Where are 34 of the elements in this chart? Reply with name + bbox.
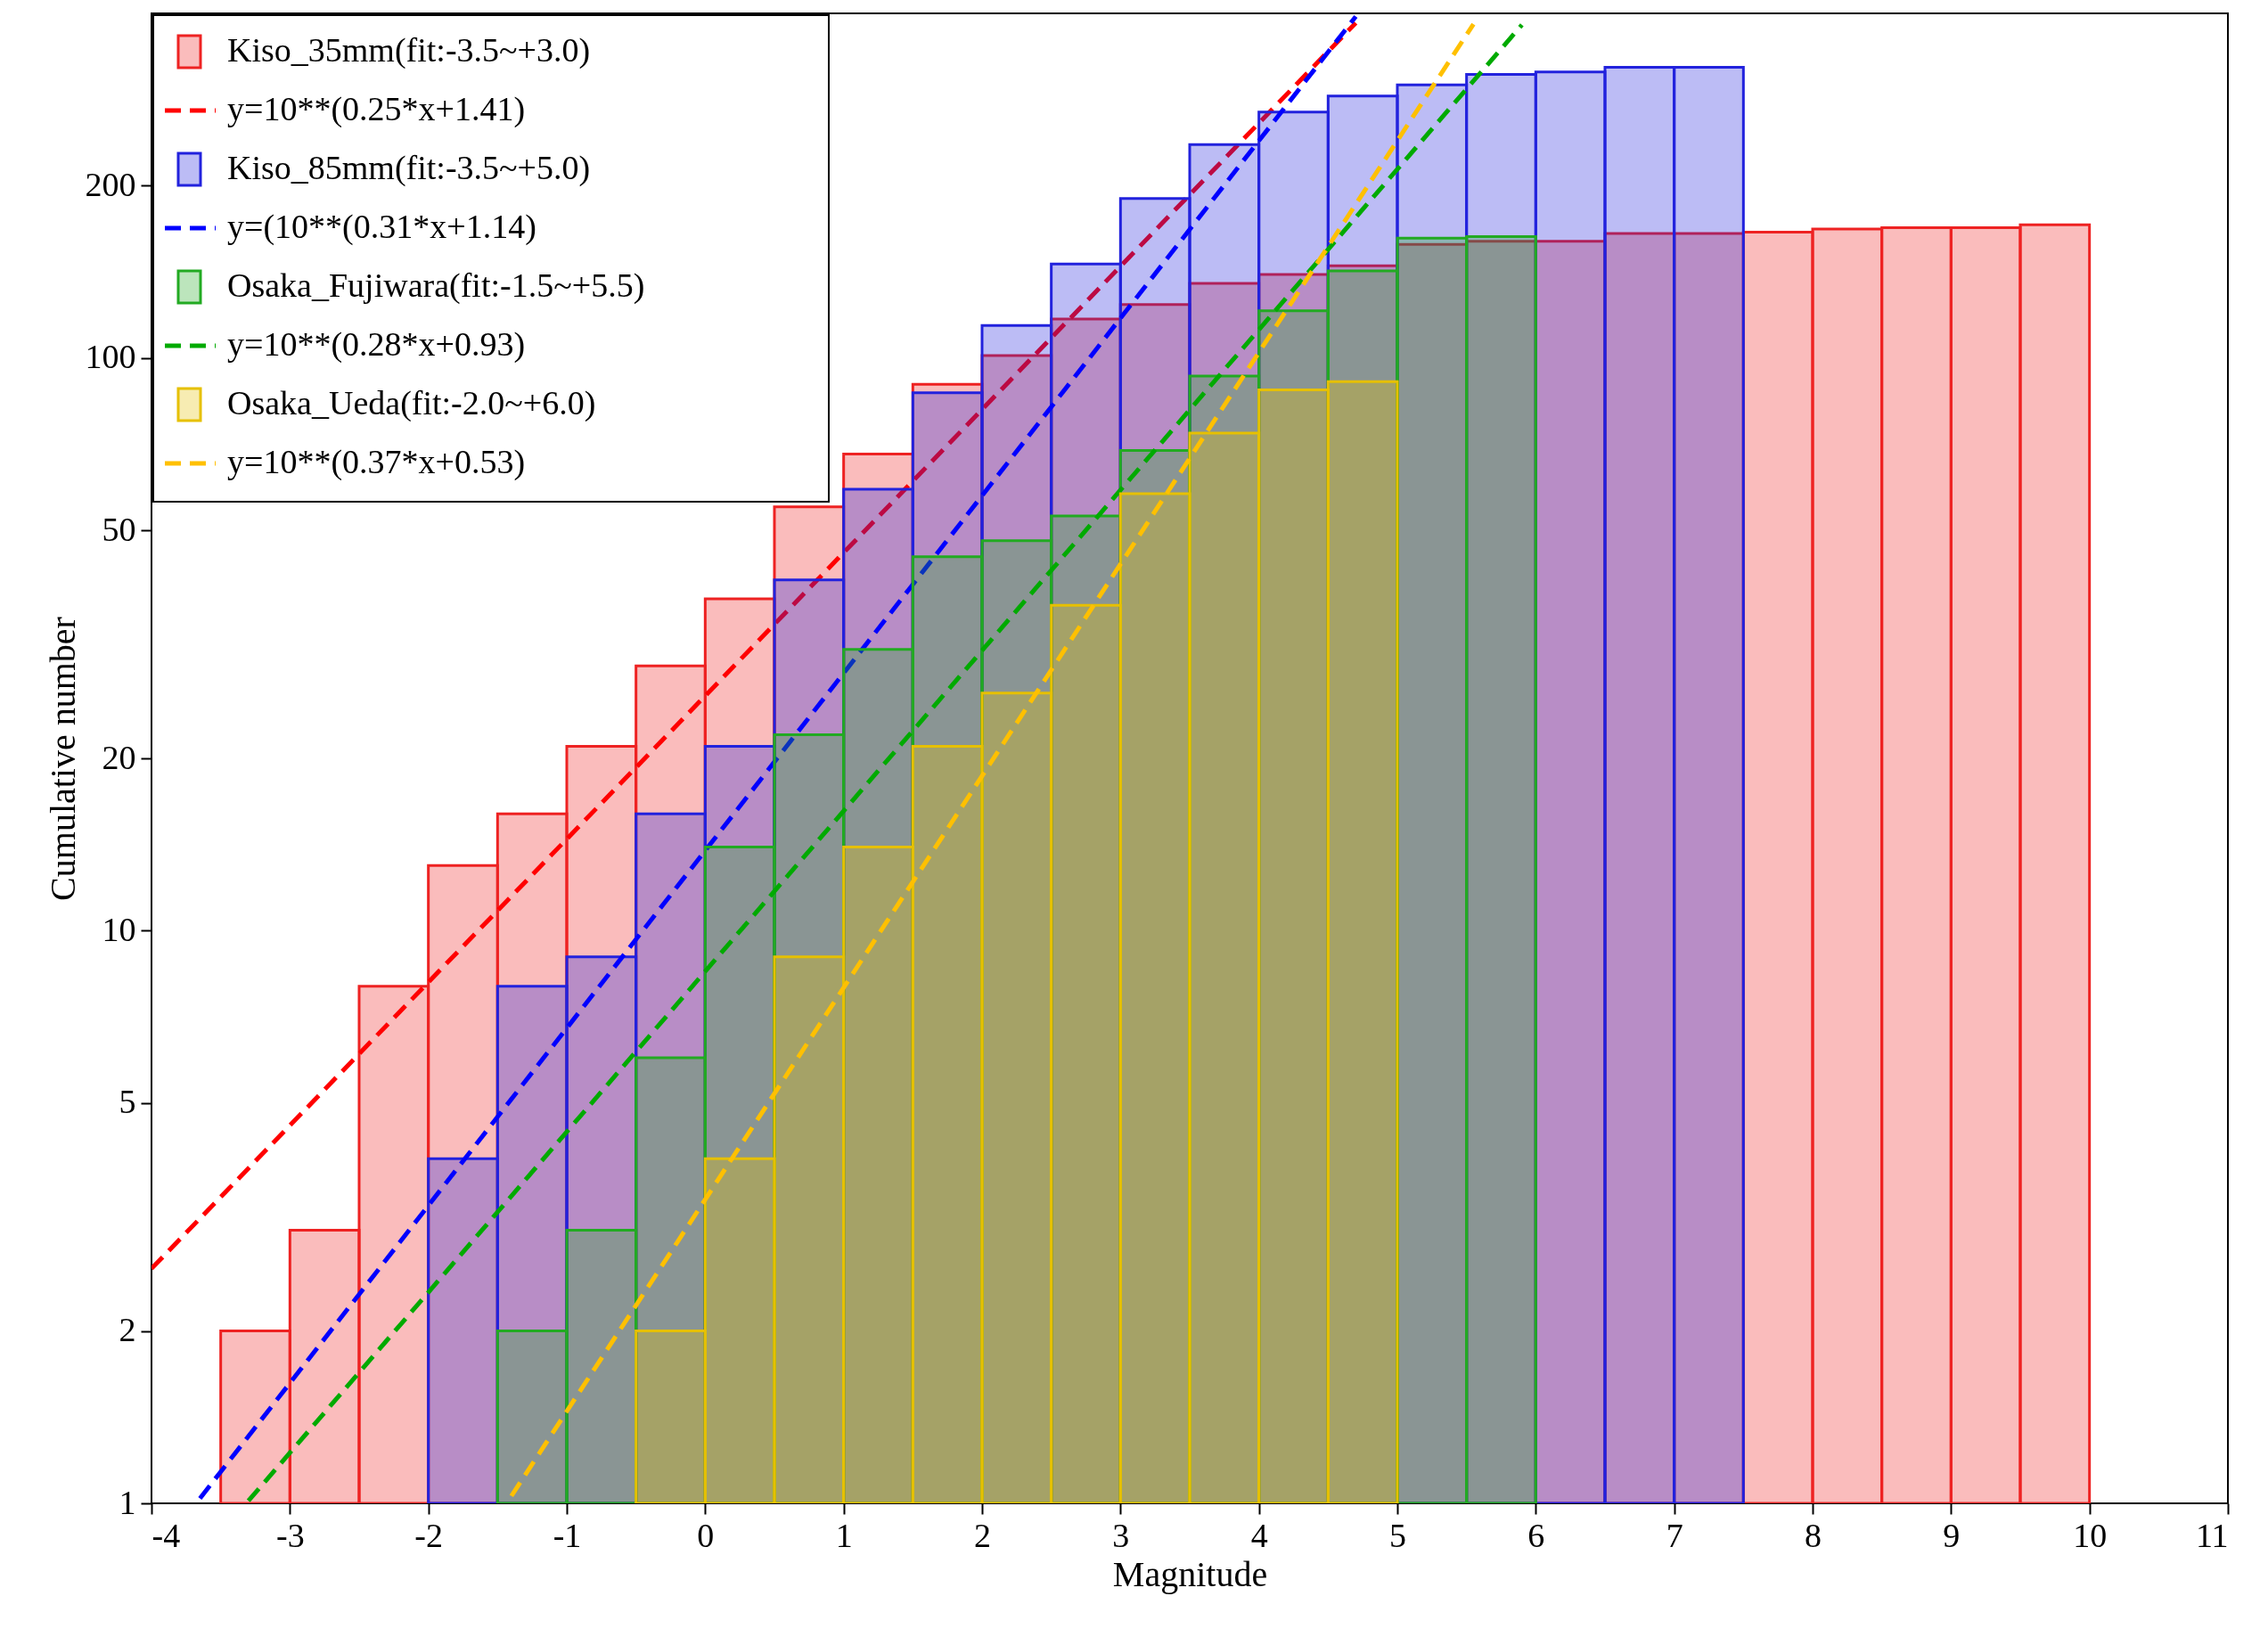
y-axis-title: Cumulative number [42, 617, 83, 901]
x-tick-label: 2 [974, 1516, 991, 1554]
x-axis-title: Magnitude [1112, 1553, 1268, 1594]
legend-label: Kiso_85mm(fit:-3.5~+5.0) [227, 149, 591, 187]
y-tick-label: 10 [102, 910, 136, 948]
x-tick-label: -3 [276, 1516, 305, 1554]
legend-label: y=10**(0.28*x+0.93) [227, 325, 526, 364]
legend-label: Kiso_35mm(fit:-3.5~+3.0) [227, 31, 591, 70]
x-tick-label: 11 [2195, 1516, 2229, 1554]
x-tick-label: -2 [414, 1516, 443, 1554]
x-tick-label: 9 [1943, 1516, 1961, 1554]
x-tick-label: 6 [1527, 1516, 1545, 1554]
x-tick-label: 8 [1805, 1516, 1822, 1554]
legend-label: Osaka_Fujiwara(fit:-1.5~+5.5) [227, 266, 645, 305]
x-tick-label: 1 [835, 1516, 853, 1554]
y-tick-label: 2 [119, 1311, 136, 1349]
legend-label: y=10**(0.25*x+1.41) [227, 90, 526, 128]
x-tick-label: 4 [1250, 1516, 1268, 1554]
legend-label: y=(10**(0.31*x+1.14) [227, 208, 536, 246]
x-tick-label: 0 [697, 1516, 715, 1554]
legend-label: y=10**(0.37*x+0.53) [227, 443, 526, 481]
x-tick-label: 3 [1112, 1516, 1130, 1554]
x-tick-label: 10 [2073, 1516, 2108, 1554]
y-tick-label: 200 [85, 165, 136, 203]
y-tick-label: 1 [119, 1483, 136, 1521]
x-tick-label: 7 [1666, 1516, 1683, 1554]
y-tick-label: 5 [119, 1083, 136, 1121]
y-tick-label: 100 [85, 338, 136, 376]
y-tick-label: 50 [102, 510, 136, 548]
x-tick-label: 5 [1389, 1516, 1406, 1554]
x-tick-label: -4 [151, 1516, 181, 1554]
y-tick-label: 20 [102, 738, 136, 776]
legend-label: Osaka_Ueda(fit:-2.0~+6.0) [227, 384, 596, 422]
x-tick-label: -1 [553, 1516, 582, 1554]
